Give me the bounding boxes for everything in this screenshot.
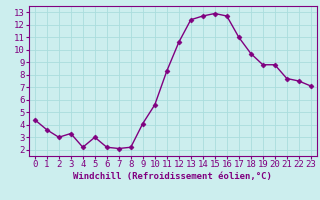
X-axis label: Windchill (Refroidissement éolien,°C): Windchill (Refroidissement éolien,°C) <box>73 172 272 181</box>
